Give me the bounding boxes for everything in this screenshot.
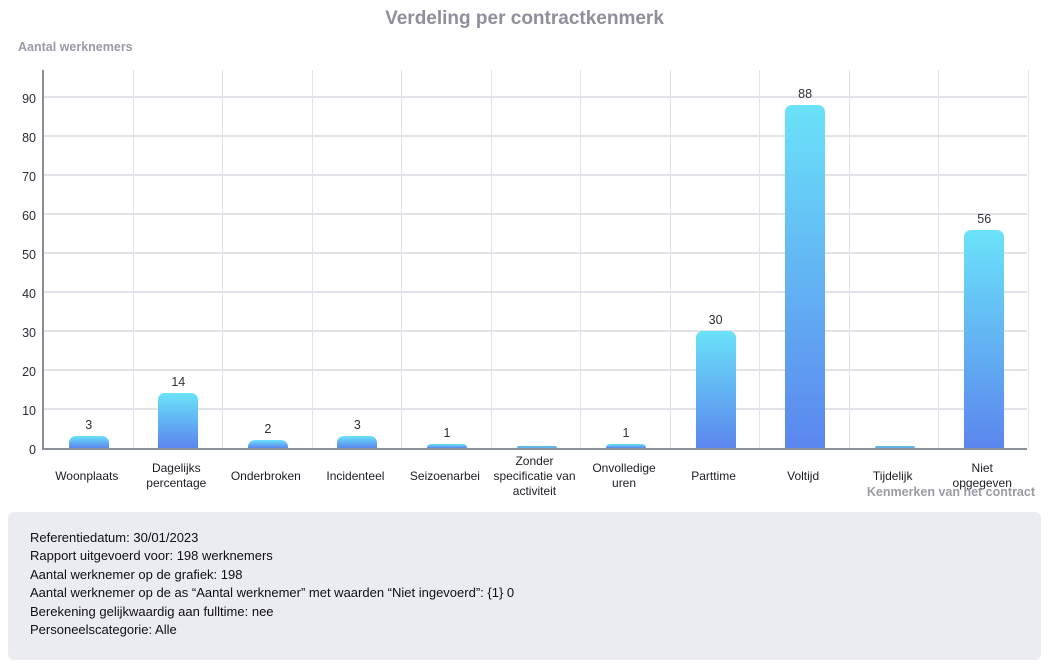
v-gridline (401, 70, 403, 448)
y-tick-label: 80 (22, 131, 36, 145)
h-gridline (44, 369, 1027, 371)
h-gridline (44, 96, 1027, 98)
y-tick-label: 0 (29, 443, 36, 457)
bar (247, 440, 288, 448)
x-tick-label: Onvolledige uren (592, 461, 656, 490)
bar (606, 444, 647, 448)
report-info-line: Personeelscategorie: Alle (30, 622, 177, 638)
report-info-line: Aantal werknemer op de as “Aantal werkne… (30, 585, 515, 601)
y-tick-label: 60 (22, 209, 36, 223)
v-gridline (132, 70, 134, 448)
bar (964, 229, 1005, 448)
y-tick-label: 50 (22, 248, 36, 262)
v-gridline (759, 70, 761, 448)
v-gridline (669, 70, 671, 448)
y-tick-label: 90 (22, 92, 36, 106)
x-tick-label: Dagelijks percentage (146, 461, 207, 490)
bar-value-label: 30 (708, 313, 723, 327)
report-info-line: Berekening gelijkwaardig aan fulltime: n… (30, 603, 274, 619)
h-gridline (44, 408, 1027, 410)
bar-value-label: 3 (353, 418, 361, 433)
h-gridline (44, 213, 1027, 215)
bar (68, 436, 109, 448)
bar (426, 444, 467, 448)
y-tick-label: 20 (22, 365, 36, 379)
y-tick-label: 30 (22, 326, 36, 340)
y-tick-label: 40 (22, 287, 36, 301)
v-gridline (490, 70, 492, 448)
x-tick-label: Parttime (691, 468, 736, 483)
bar-value-label: 14 (171, 375, 186, 390)
bar (337, 436, 378, 448)
v-gridline (311, 70, 313, 448)
x-tick-label: Voltijd (787, 468, 820, 483)
bar (516, 445, 557, 448)
h-gridline (44, 330, 1027, 332)
h-gridline (44, 135, 1027, 137)
bar-value-label: 88 (798, 86, 813, 101)
chart-title: Verdeling per contractkenmerk (385, 8, 664, 29)
h-gridline (44, 252, 1027, 254)
x-tick-label: Incidenteel (326, 468, 385, 483)
y-axis-ticks: 0 10 20 30 40 50 60 70 80 90 (0, 70, 36, 457)
v-gridline (848, 70, 850, 448)
bar (158, 393, 199, 448)
x-tick-label: Seizoenarbei (409, 468, 480, 483)
y-tick-label: 70 (22, 170, 36, 184)
report-info-line: Aantal werknemer op de grafiek: 198 (30, 566, 243, 582)
bar-value-label: 2 (264, 422, 272, 437)
bar-value-label: 1 (622, 426, 630, 441)
v-gridline (938, 70, 940, 448)
x-tick-label: Zonder specificatie van activiteit (493, 453, 576, 498)
v-gridline (580, 70, 582, 448)
h-gridline (44, 174, 1027, 176)
bar (695, 331, 736, 448)
y-tick-label: 10 (22, 404, 36, 418)
report-info-line: Rapport uitgevoerd voor: 198 werknemers (30, 548, 273, 564)
x-axis-labels: Woonplaats Dagelijks percentage Onderbroke… (42, 452, 1027, 500)
x-axis-title: Kenmerken van het contract (866, 485, 1035, 499)
y-axis-title: Aantal werknemers (18, 40, 133, 54)
bar (874, 445, 915, 448)
bar-value-label: 1 (443, 426, 451, 441)
bar-value-label: 56 (977, 211, 992, 226)
bar-chart-plot-area: 3 14 2 3 1 1 30 88 56 (42, 70, 1029, 450)
bar-value-label: 3 (85, 418, 93, 433)
x-tick-label: Woonplaats (55, 468, 119, 483)
bar (785, 104, 826, 448)
x-tick-label: Niet opgegeven (952, 461, 1012, 490)
h-gridline (44, 291, 1027, 293)
x-tick-label: Onderbroken (230, 468, 301, 483)
v-gridline (1028, 70, 1029, 448)
x-tick-label: Tijdelijk (872, 468, 913, 483)
report-info-panel: Referentiedatum: 30/01/2023 Rapport uitge… (8, 512, 1041, 660)
v-gridline (222, 70, 224, 448)
report-info-line: Referentiedatum: 30/01/2023 (30, 530, 199, 545)
